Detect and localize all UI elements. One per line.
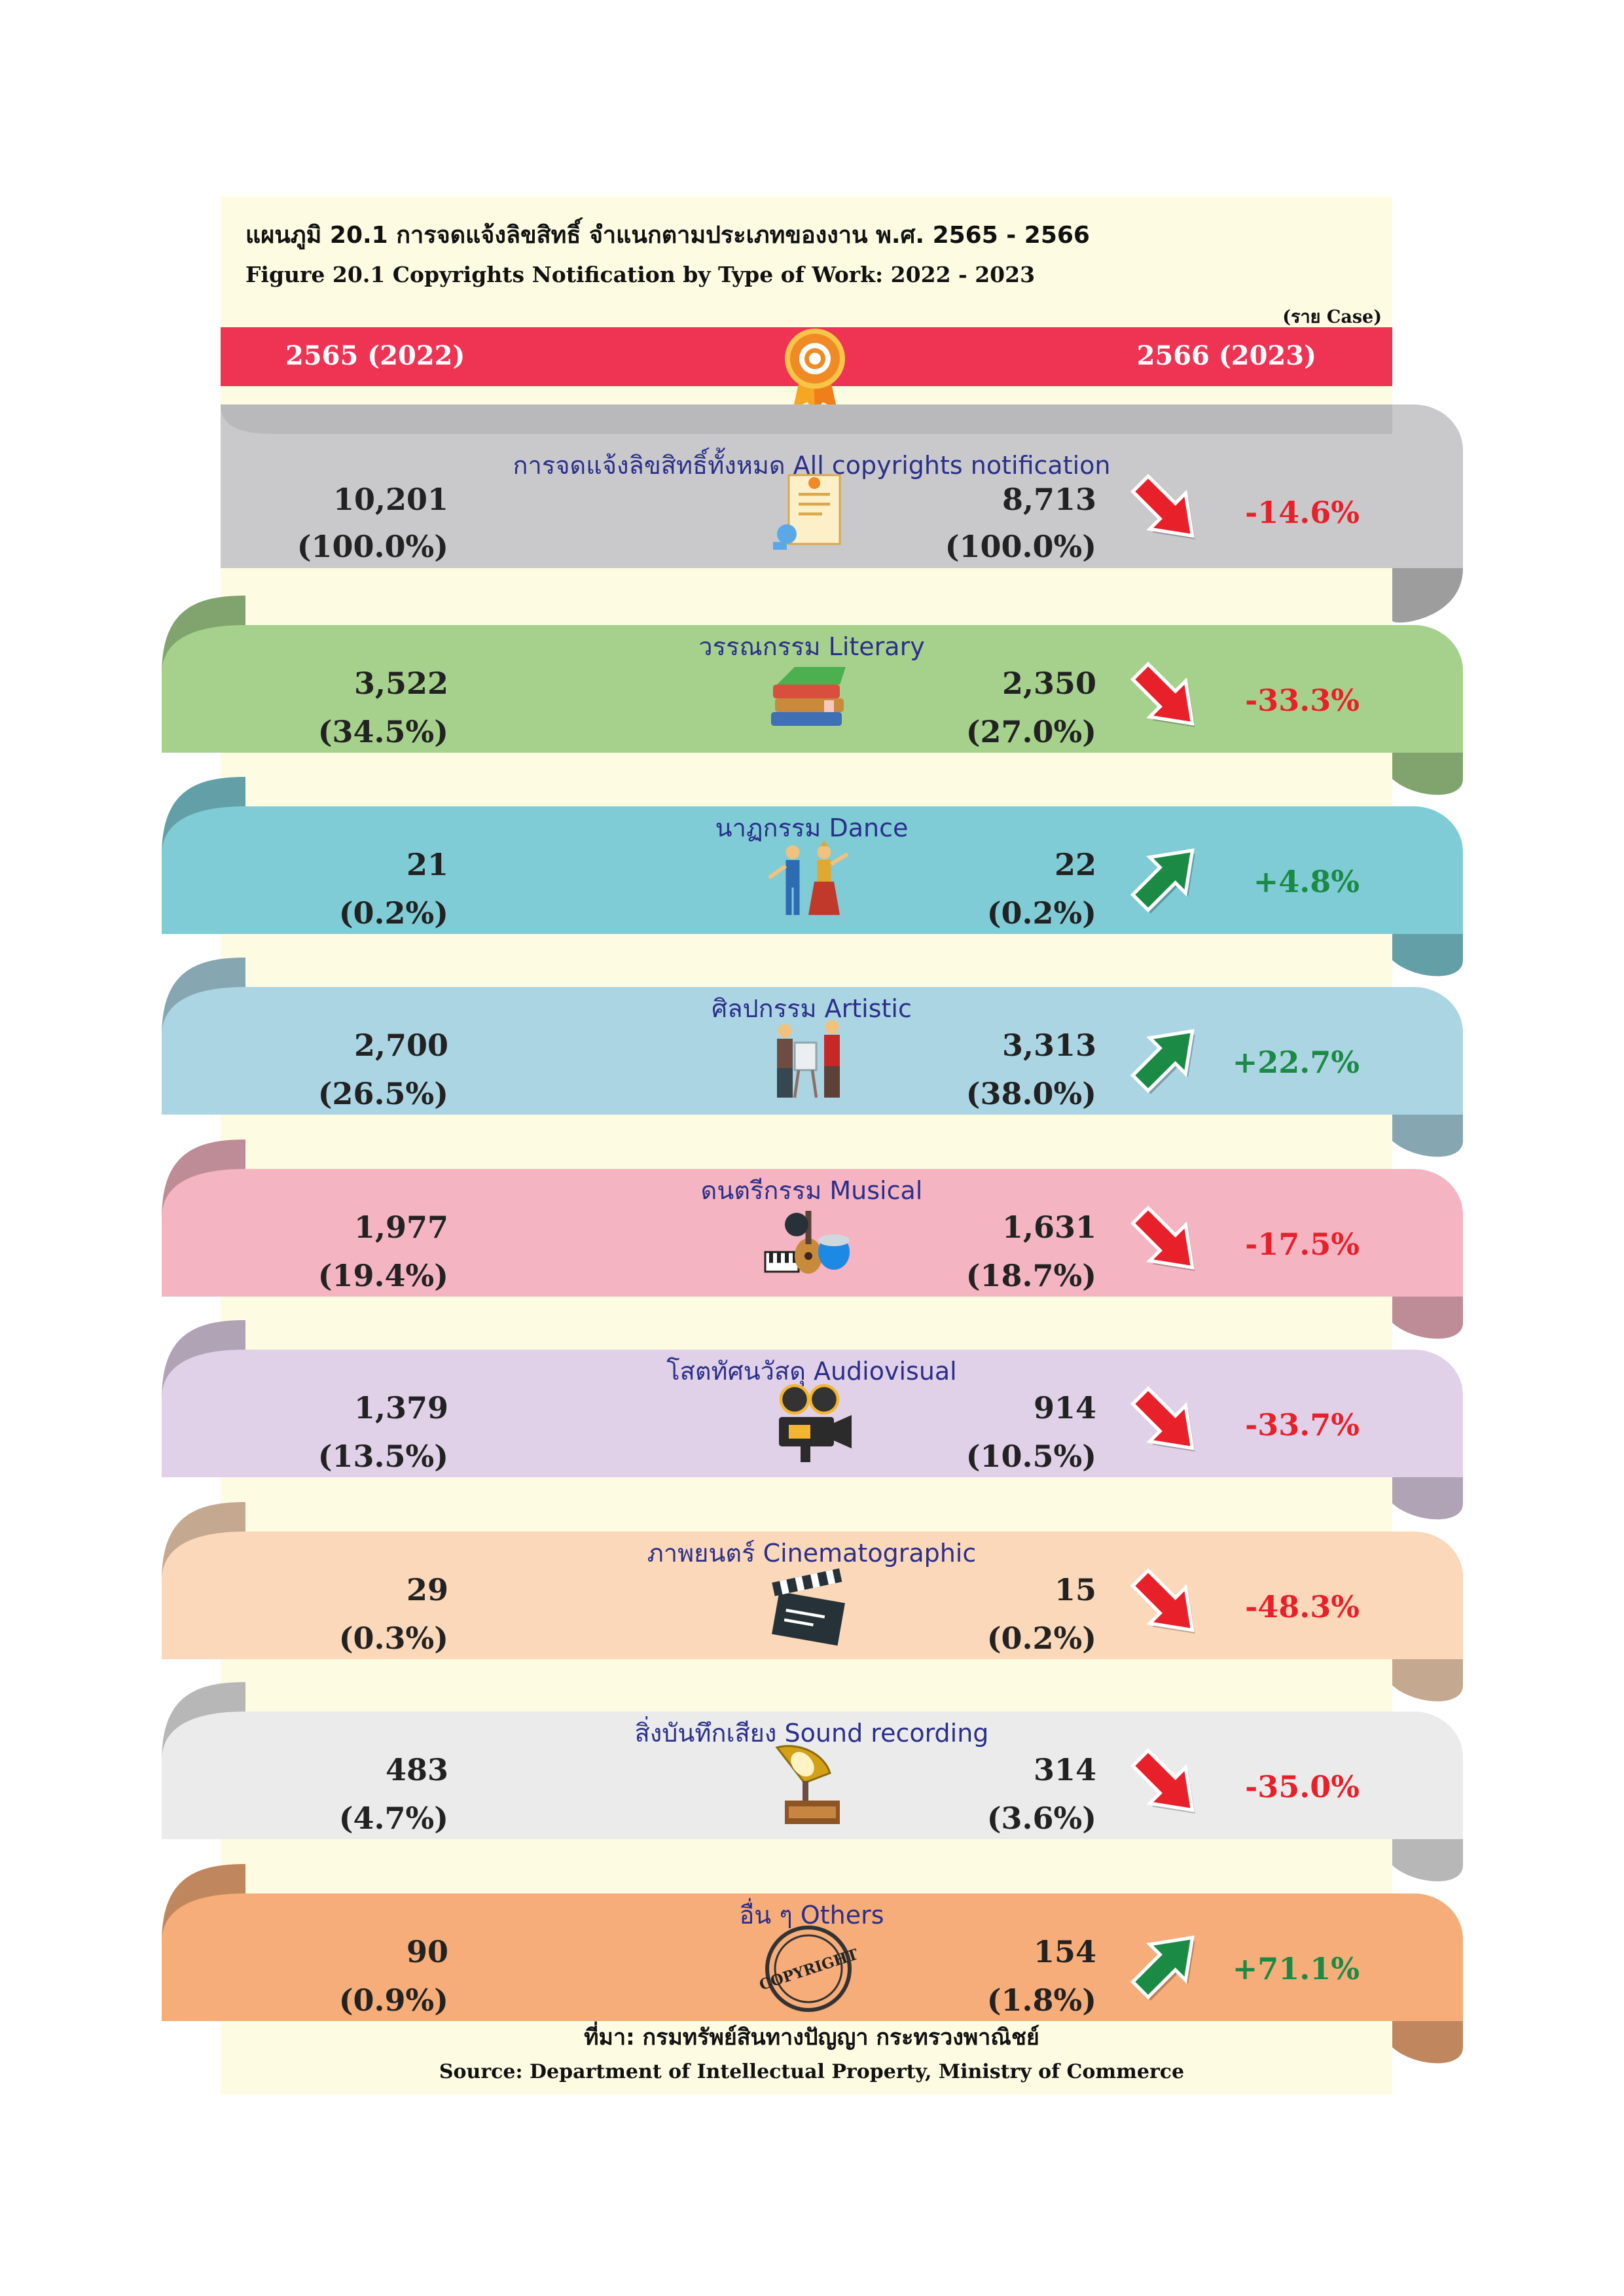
books-icon (771, 667, 846, 726)
value-2023: 8,713 (1001, 482, 1096, 517)
gramophone-icon (775, 1745, 840, 1824)
arrow-down-icon (1130, 1568, 1195, 1634)
share-2023: (27.0%) (965, 714, 1096, 749)
arrow-down-icon (1130, 1748, 1195, 1814)
arrow-up-icon (1130, 848, 1195, 914)
arrow-down-icon (1130, 1205, 1195, 1271)
artists-icon (777, 1020, 840, 1098)
arrow-down-icon (1130, 473, 1195, 539)
share-2023: (18.7%) (965, 1258, 1096, 1293)
arrow-down-icon (1130, 661, 1195, 727)
arrow-down-icon (1130, 1386, 1195, 1452)
share-2022: (0.9%) (338, 1982, 448, 2018)
film-camera-icon (779, 1384, 852, 1462)
ribbon-band (162, 1320, 1463, 1520)
value-2022: 21 (406, 847, 448, 882)
ribbon-band (162, 1502, 1463, 1702)
change-percent: -35.0% (1245, 1769, 1360, 1804)
change-percent: +22.7% (1232, 1045, 1360, 1080)
share-2023: (0.2%) (986, 895, 1096, 931)
category-label: ภาพยนตร์ Cinematographic (647, 1539, 977, 1568)
category-label: นาฏกรรม Dance (715, 814, 909, 842)
share-2023: (100.0%) (945, 529, 1096, 564)
value-2022: 29 (406, 1572, 448, 1607)
ribbon-band (162, 1864, 1463, 2064)
share-2023: (3.6%) (986, 1801, 1096, 1836)
share-2022: (0.2%) (338, 895, 448, 931)
share-2023: (1.8%) (986, 1982, 1096, 2018)
value-2022: 1,379 (353, 1390, 448, 1426)
value-2022: 3,522 (353, 666, 448, 701)
title-thai: แผนภูมิ 20.1 การจดแจ้งลิขสิทธิ์ จำแนกตาม… (245, 222, 1090, 249)
value-2022: 90 (406, 1934, 448, 1969)
value-2023: 1,631 (1001, 1210, 1096, 1245)
share-2022: (19.4%) (317, 1258, 448, 1293)
change-percent: +4.8% (1253, 864, 1360, 899)
clapperboard-icon (772, 1568, 845, 1646)
stamp-text: COPYRIGHT (759, 1946, 857, 1994)
ribbon-band (162, 777, 1463, 977)
category-label: สิ่งบันทึกเสียง Sound recording (634, 1719, 989, 1748)
share-2023: (38.0%) (965, 1076, 1096, 1111)
share-2023: (0.2%) (986, 1621, 1096, 1656)
category-label: ศิลปกรรม Artistic (712, 994, 912, 1023)
unit-label: (ราย Case) (1282, 307, 1382, 327)
category-label: วรรณกรรม Literary (698, 632, 925, 661)
share-2022: (100.0%) (297, 529, 448, 564)
arrow-up-icon (1130, 1935, 1195, 2001)
value-2023: 154 (1033, 1934, 1096, 1969)
ribbon-band (162, 1139, 1463, 1339)
value-2022: 2,700 (353, 1028, 448, 1063)
share-2022: (26.5%) (317, 1076, 448, 1111)
year-2022-label: 2565 (2022) (285, 340, 465, 371)
medal-icon (785, 329, 845, 412)
change-percent: -48.3% (1245, 1589, 1360, 1624)
title-english: Figure 20.1 Copyrights Notification by T… (245, 262, 1036, 287)
value-2023: 3,313 (1001, 1028, 1096, 1063)
copyright-stamp-icon: COPYRIGHT (759, 1926, 857, 2012)
certificate-icon (773, 474, 841, 550)
category-label: อื่น ๆ Others (739, 1901, 884, 1929)
change-percent: -17.5% (1245, 1227, 1360, 1262)
year-2023-label: 2566 (2023) (1136, 340, 1316, 371)
change-percent: -33.3% (1245, 683, 1360, 718)
share-2022: (4.7%) (338, 1801, 448, 1836)
share-2022: (34.5%) (317, 714, 448, 749)
share-2022: (13.5%) (317, 1439, 448, 1474)
share-2022: (0.3%) (338, 1621, 448, 1656)
value-2022: 1,977 (353, 1210, 448, 1245)
dancers-icon (768, 840, 849, 915)
value-2023: 22 (1054, 847, 1096, 882)
change-percent: +71.1% (1232, 1951, 1360, 1986)
value-2023: 15 (1054, 1572, 1096, 1607)
value-2023: 2,350 (1001, 666, 1096, 701)
instruments-icon (764, 1211, 850, 1274)
category-label: โสตทัศนวัสดุ Audiovisual (666, 1357, 957, 1386)
value-2022: 483 (385, 1752, 448, 1787)
category-label: ดนตรีกรรม Musical (700, 1176, 923, 1205)
change-percent: -14.6% (1245, 495, 1360, 530)
share-2023: (10.5%) (965, 1439, 1096, 1474)
value-2023: 914 (1033, 1390, 1096, 1426)
source-thai: ที่มา: กรมทรัพย์สินทางปัญญา กระทรวงพาณิช… (584, 2024, 1039, 2051)
change-percent: -33.7% (1245, 1407, 1360, 1443)
source-english: Source: Department of Intellectual Prope… (439, 2060, 1185, 2083)
value-2023: 314 (1033, 1752, 1096, 1787)
arrow-up-icon (1130, 1029, 1195, 1094)
value-2022: 10,201 (333, 482, 448, 517)
